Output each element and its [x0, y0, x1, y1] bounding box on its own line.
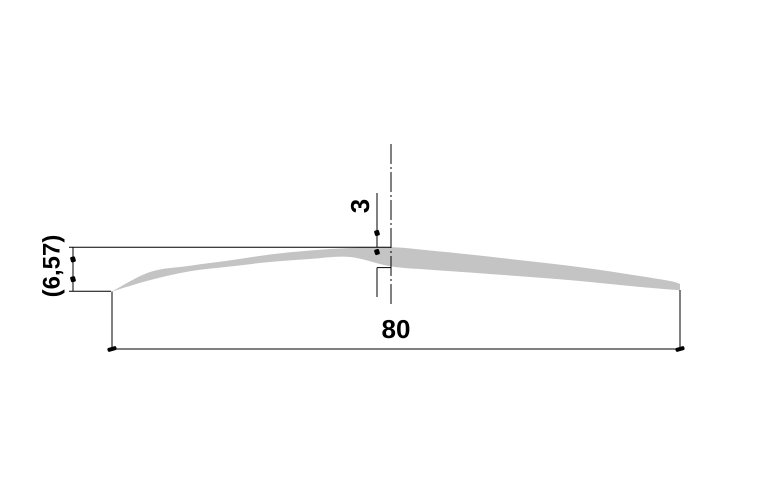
svg-text:80: 80	[382, 314, 411, 344]
svg-text:(6,57): (6,57)	[38, 235, 65, 298]
svg-text:3: 3	[345, 199, 375, 213]
